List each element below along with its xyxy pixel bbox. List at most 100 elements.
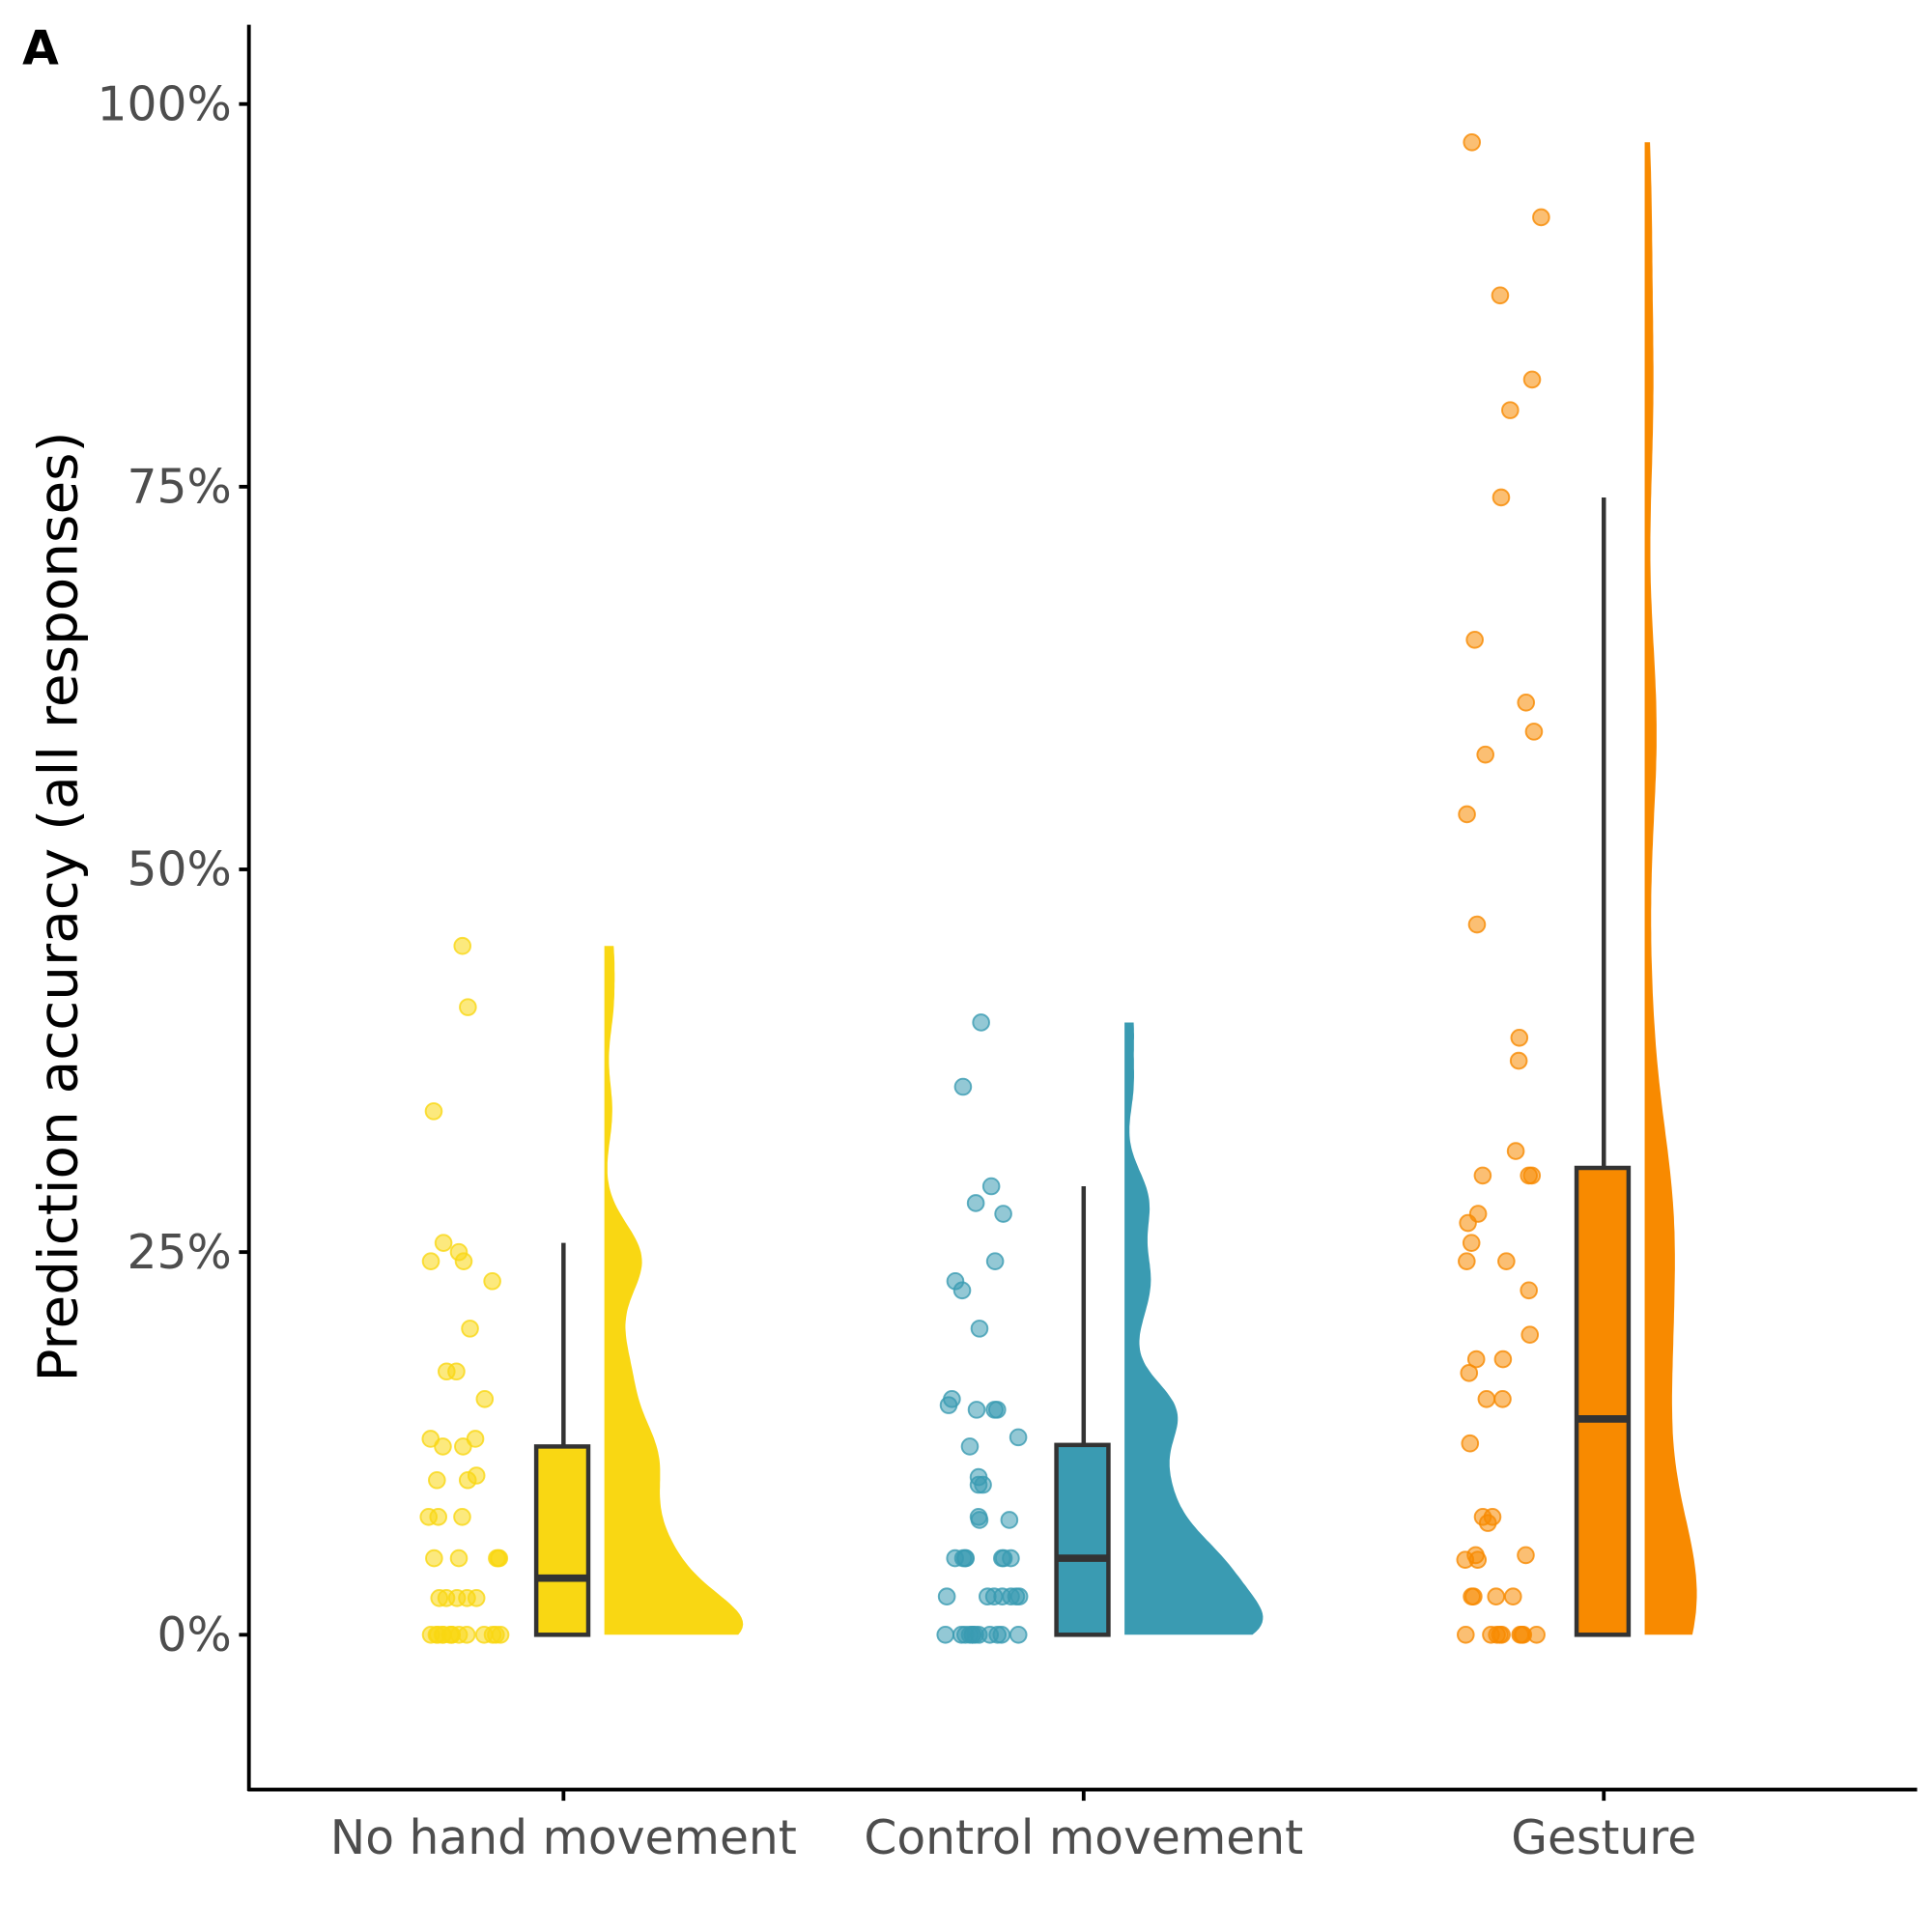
data-point — [1497, 1252, 1516, 1270]
data-point — [489, 1548, 508, 1568]
data-point — [1506, 1142, 1525, 1160]
data-point — [1503, 1587, 1522, 1605]
data-point — [979, 1587, 997, 1605]
data-point — [1520, 1325, 1540, 1345]
y-tick-label: 50% — [127, 843, 231, 897]
data-point — [1493, 1389, 1512, 1408]
data-point — [1000, 1511, 1019, 1529]
data-point — [1002, 1548, 1020, 1568]
data-point — [1517, 693, 1536, 712]
data-point — [1477, 1389, 1496, 1408]
data-point — [1456, 1550, 1475, 1569]
data-point — [1511, 1626, 1530, 1644]
x-tick-label: Gesture — [1511, 1811, 1696, 1865]
data-point — [967, 1401, 986, 1419]
data-point — [1482, 1626, 1500, 1644]
data-point — [428, 1470, 446, 1490]
data-point — [434, 1437, 452, 1456]
data-point — [1487, 1587, 1506, 1605]
series-no-hand-movement — [419, 936, 744, 1644]
data-point — [421, 1252, 440, 1270]
data-point — [1458, 1252, 1476, 1270]
data-point — [454, 1252, 473, 1270]
data-point — [1465, 631, 1484, 649]
data-point — [483, 1626, 502, 1644]
data-point — [1520, 1166, 1538, 1185]
data-point — [956, 1548, 976, 1568]
data-point — [434, 1234, 453, 1252]
data-point — [437, 1588, 456, 1607]
x-axis-ticks: No hand movement Control movement Gesture — [330, 1789, 1696, 1865]
data-point — [972, 1013, 990, 1032]
data-point — [449, 1548, 469, 1568]
x-tick-label: Control movement — [864, 1811, 1303, 1865]
data-point — [1466, 1350, 1486, 1369]
y-tick-label: 75% — [127, 461, 231, 515]
data-point — [1510, 1029, 1529, 1047]
data-point — [453, 936, 472, 955]
data-point — [936, 1626, 955, 1644]
y-tick-label: 0% — [156, 1608, 231, 1662]
data-point — [1009, 1428, 1028, 1447]
data-point — [1493, 1350, 1513, 1369]
data-point — [1461, 1434, 1480, 1453]
data-point — [1464, 1587, 1483, 1605]
data-point — [1459, 1213, 1477, 1233]
data-point — [454, 1437, 472, 1456]
data-point — [960, 1437, 980, 1456]
density-half-violin — [1644, 142, 1697, 1635]
data-point — [952, 1281, 972, 1300]
data-point — [953, 1077, 973, 1096]
data-point — [1009, 1626, 1028, 1644]
box — [1574, 1165, 1632, 1637]
data-point — [939, 1396, 958, 1414]
box — [1054, 1442, 1111, 1637]
data-point — [937, 1587, 956, 1605]
data-point — [1478, 1514, 1497, 1532]
panel-label: A — [22, 22, 59, 76]
data-point — [467, 1588, 486, 1607]
data-point — [1476, 745, 1494, 764]
data-point — [438, 1362, 456, 1381]
data-point — [969, 1626, 988, 1644]
density-half-violin — [604, 946, 744, 1635]
data-point — [1463, 133, 1482, 152]
data-point — [994, 1205, 1012, 1223]
data-point — [966, 1194, 985, 1212]
data-point — [1457, 1626, 1475, 1644]
data-point — [461, 1320, 479, 1338]
x-tick-label: No hand movement — [330, 1811, 797, 1865]
data-point — [985, 1252, 1005, 1270]
data-point — [1509, 1051, 1528, 1070]
series-control-movement — [936, 1013, 1264, 1644]
data-point — [970, 1320, 989, 1338]
density-half-violin — [1124, 1022, 1264, 1635]
data-point — [483, 1271, 501, 1291]
y-tick-label: 25% — [127, 1226, 231, 1280]
data-point — [985, 1401, 1004, 1419]
series-gesture — [1456, 133, 1697, 1644]
data-point — [969, 1507, 988, 1526]
data-point — [475, 1389, 495, 1408]
y-axis-title: Prediction accuracy (all responses) — [27, 431, 90, 1381]
data-point — [1492, 488, 1511, 507]
box — [533, 1444, 591, 1637]
data-point — [1527, 1626, 1546, 1644]
data-point — [1520, 1281, 1538, 1300]
data-point — [425, 1548, 443, 1568]
data-point — [1458, 805, 1476, 824]
data-point — [1501, 401, 1520, 419]
data-point — [434, 1626, 453, 1644]
data-point — [1524, 723, 1544, 741]
data-point — [969, 1475, 988, 1494]
data-point — [457, 1626, 476, 1644]
data-point — [981, 1177, 1001, 1196]
data-point — [459, 998, 477, 1016]
data-point — [1473, 1166, 1492, 1185]
data-point — [419, 1507, 439, 1526]
data-point — [424, 1102, 443, 1121]
data-point — [1462, 1234, 1481, 1252]
data-point — [458, 1470, 477, 1490]
data-point — [1517, 1546, 1535, 1565]
